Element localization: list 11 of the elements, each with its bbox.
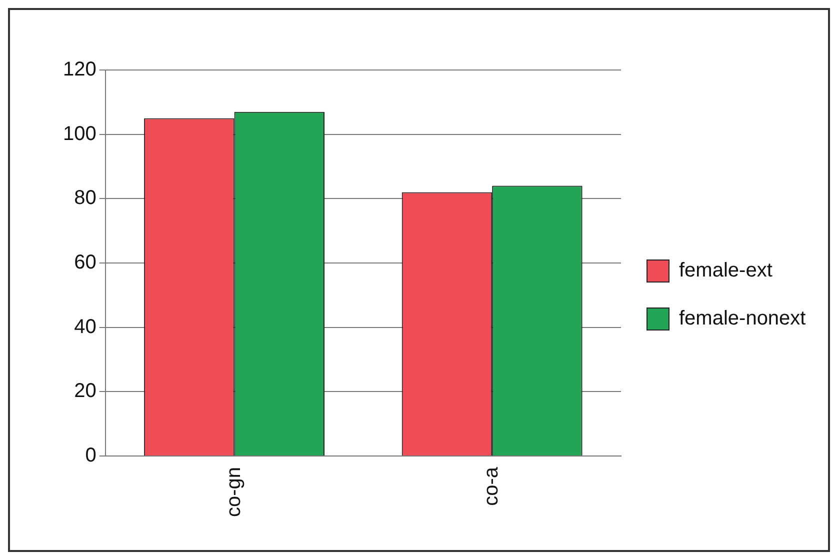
x-tick-label: co-gn: [222, 466, 245, 517]
x-tick-label: co-a: [480, 466, 503, 506]
y-tick-label: 20: [74, 380, 96, 402]
y-tick-label: 100: [62, 122, 96, 145]
legend-label: female-nonext: [679, 308, 806, 330]
y-tick-label: 120: [62, 58, 96, 81]
y-tick-label: 0: [85, 444, 96, 466]
y-tick-label: 80: [74, 187, 96, 210]
legend-label: female-ext: [679, 260, 773, 282]
y-tick-label: 40: [74, 316, 96, 338]
y-tick-label: 60: [74, 252, 96, 274]
